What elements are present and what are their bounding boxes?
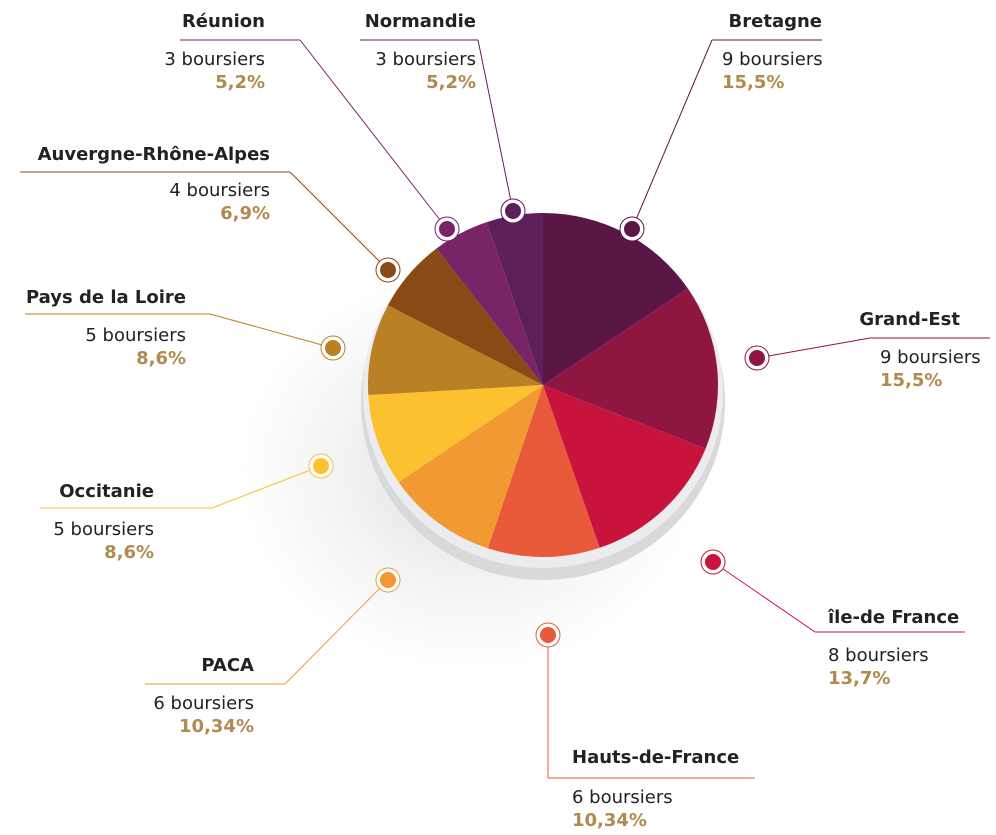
percent-label: 8,6% bbox=[104, 542, 154, 563]
region-name: Bretagne bbox=[729, 11, 822, 32]
count-label: 9 boursiers bbox=[722, 49, 823, 70]
region-name: Auvergne-Rhône-Alpes bbox=[38, 144, 270, 165]
leader-line bbox=[712, 561, 816, 633]
pie-slice bbox=[368, 305, 543, 396]
percent-label: 15,5% bbox=[880, 370, 942, 391]
percent-label: 10,34% bbox=[572, 810, 647, 831]
pie-slice bbox=[486, 213, 543, 385]
marker-dot bbox=[439, 221, 455, 237]
leader-line bbox=[289, 171, 389, 271]
marker-dot bbox=[325, 340, 341, 356]
pie-slice bbox=[398, 385, 543, 549]
marker-dot bbox=[705, 554, 721, 570]
percent-label: 6,9% bbox=[220, 203, 270, 224]
region-name: Hauts-de-France bbox=[572, 747, 739, 768]
count-label: 8 boursiers bbox=[828, 645, 929, 666]
count-label: 9 boursiers bbox=[880, 347, 981, 368]
leader-line bbox=[477, 39, 514, 212]
leader-line bbox=[756, 337, 871, 359]
region-name: Occitanie bbox=[59, 481, 154, 502]
pie-slice bbox=[436, 222, 543, 385]
percent-label: 15,5% bbox=[722, 72, 784, 93]
region-name: île-de France bbox=[827, 607, 959, 628]
pie-slice bbox=[387, 248, 543, 385]
marker-dot bbox=[505, 203, 521, 219]
region-name: Normandie bbox=[365, 11, 476, 32]
pie-slice bbox=[543, 288, 718, 449]
pie-slice bbox=[368, 385, 543, 483]
leader-line bbox=[284, 579, 389, 685]
region-name: Pays de la Loire bbox=[26, 287, 186, 308]
pie-slice bbox=[487, 385, 600, 557]
pie-slice bbox=[543, 213, 688, 385]
leader-line bbox=[631, 39, 713, 230]
marker-dot bbox=[540, 627, 556, 643]
marker-dot bbox=[380, 262, 396, 278]
percent-label: 10,34% bbox=[179, 716, 254, 737]
pie-slice bbox=[543, 385, 706, 548]
percent-label: 13,7% bbox=[828, 668, 890, 689]
region-name: PACA bbox=[201, 655, 254, 676]
count-label: 6 boursiers bbox=[153, 693, 254, 714]
count-label: 3 boursiers bbox=[164, 49, 265, 70]
percent-label: 5,2% bbox=[215, 72, 265, 93]
marker-dot bbox=[313, 458, 329, 474]
count-label: 6 boursiers bbox=[572, 787, 673, 808]
leader-line bbox=[209, 313, 334, 349]
region-name: Réunion bbox=[182, 11, 265, 32]
count-label: 5 boursiers bbox=[85, 325, 186, 346]
marker-dot bbox=[624, 221, 640, 237]
marker-dot bbox=[380, 572, 396, 588]
count-label: 5 boursiers bbox=[53, 519, 154, 540]
leader-line bbox=[211, 465, 322, 509]
leader-line bbox=[299, 39, 448, 230]
region-name: Grand-Est bbox=[859, 309, 960, 330]
marker-dot bbox=[749, 350, 765, 366]
count-label: 4 boursiers bbox=[169, 180, 270, 201]
percent-label: 5,2% bbox=[426, 72, 476, 93]
percent-label: 8,6% bbox=[136, 348, 186, 369]
count-label: 3 boursiers bbox=[375, 49, 476, 70]
